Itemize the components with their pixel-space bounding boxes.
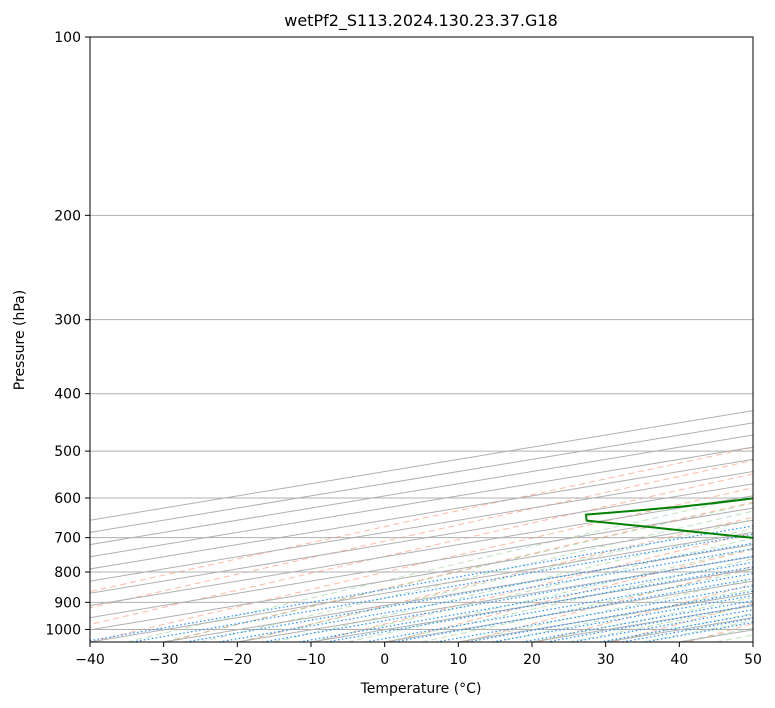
moist-adiabat — [163, 502, 753, 642]
y-axis-title: Pressure (hPa) — [12, 290, 28, 390]
isotherm-line — [90, 458, 753, 570]
plot-frame — [89, 36, 754, 643]
isotherm-line — [90, 434, 753, 546]
y-tick-label: 1000 — [45, 622, 81, 638]
x-tick-label: −10 — [296, 652, 326, 668]
moist-adiabat — [384, 558, 753, 642]
x-tick-label: −20 — [223, 652, 253, 668]
y-axis: 100 200 300 400 500 600 700 800 900 1000 — [45, 30, 90, 638]
pressure-gridlines — [90, 37, 753, 630]
sounding-series — [584, 497, 753, 539]
plot-area: 0.10.20.40.611.52346810131620253036 -100… — [90, 37, 753, 642]
dry-adiabat — [538, 583, 753, 642]
x-tick-label: 20 — [523, 652, 541, 668]
y-tick-label: 300 — [54, 313, 81, 329]
dewpoint-profile — [584, 497, 753, 539]
isotherm-lines — [90, 410, 753, 642]
y-tick-label: 500 — [54, 444, 81, 460]
mixing-ratio-line — [218, 548, 753, 642]
isotherm-line — [90, 471, 753, 582]
x-tick-label: −40 — [75, 652, 105, 668]
y-tick-label: 100 — [54, 30, 81, 46]
mixing-ratio-line — [572, 609, 753, 642]
dry-adiabat — [314, 532, 753, 642]
y-tick-label: 900 — [54, 595, 81, 611]
y-tick-label: 400 — [54, 387, 81, 403]
x-tick-label: −30 — [149, 652, 179, 668]
y-tick-label: 200 — [54, 208, 81, 224]
isotherm-line — [90, 531, 753, 642]
x-axis: −40 −30 −20 −10 0 10 20 30 40 50 — [75, 642, 762, 668]
moist-adiabat — [237, 518, 753, 642]
moist-adiabat — [200, 510, 753, 642]
dry-adiabat — [90, 487, 753, 642]
y-tick-label: 700 — [54, 531, 81, 547]
isotherm-line — [90, 507, 753, 619]
isotherm-line — [90, 483, 753, 594]
isotherm-line — [90, 519, 753, 631]
mixing-ratio-line — [131, 533, 753, 642]
isotherm-line — [90, 446, 753, 558]
y-tick-label: 600 — [54, 491, 81, 507]
x-tick-label: 10 — [449, 652, 467, 668]
mixing-ratio-line — [262, 555, 753, 642]
mixing-ratio-line — [185, 542, 753, 642]
x-axis-title: Temperature (°C) — [360, 681, 482, 697]
dry-adiabat — [463, 565, 753, 642]
x-tick-label: 50 — [744, 652, 762, 668]
mixing-ratio-line — [299, 561, 753, 642]
chart-title: wetPf2_S113.2024.130.23.37.G18 — [284, 11, 558, 31]
isotherm-line — [90, 495, 753, 606]
moist-adiabat — [274, 527, 753, 642]
moist-adiabat — [126, 495, 753, 642]
x-tick-label: 30 — [597, 652, 615, 668]
mixing-ratio-line — [546, 604, 753, 642]
moist-adiabat — [531, 597, 753, 642]
x-tick-label: 40 — [670, 652, 688, 668]
x-tick-label: 0 — [380, 652, 389, 668]
moist-adiabat — [458, 578, 753, 642]
mixing-ratio-line — [599, 613, 753, 642]
dry-adiabat — [239, 516, 753, 642]
y-tick-label: 800 — [54, 565, 81, 581]
